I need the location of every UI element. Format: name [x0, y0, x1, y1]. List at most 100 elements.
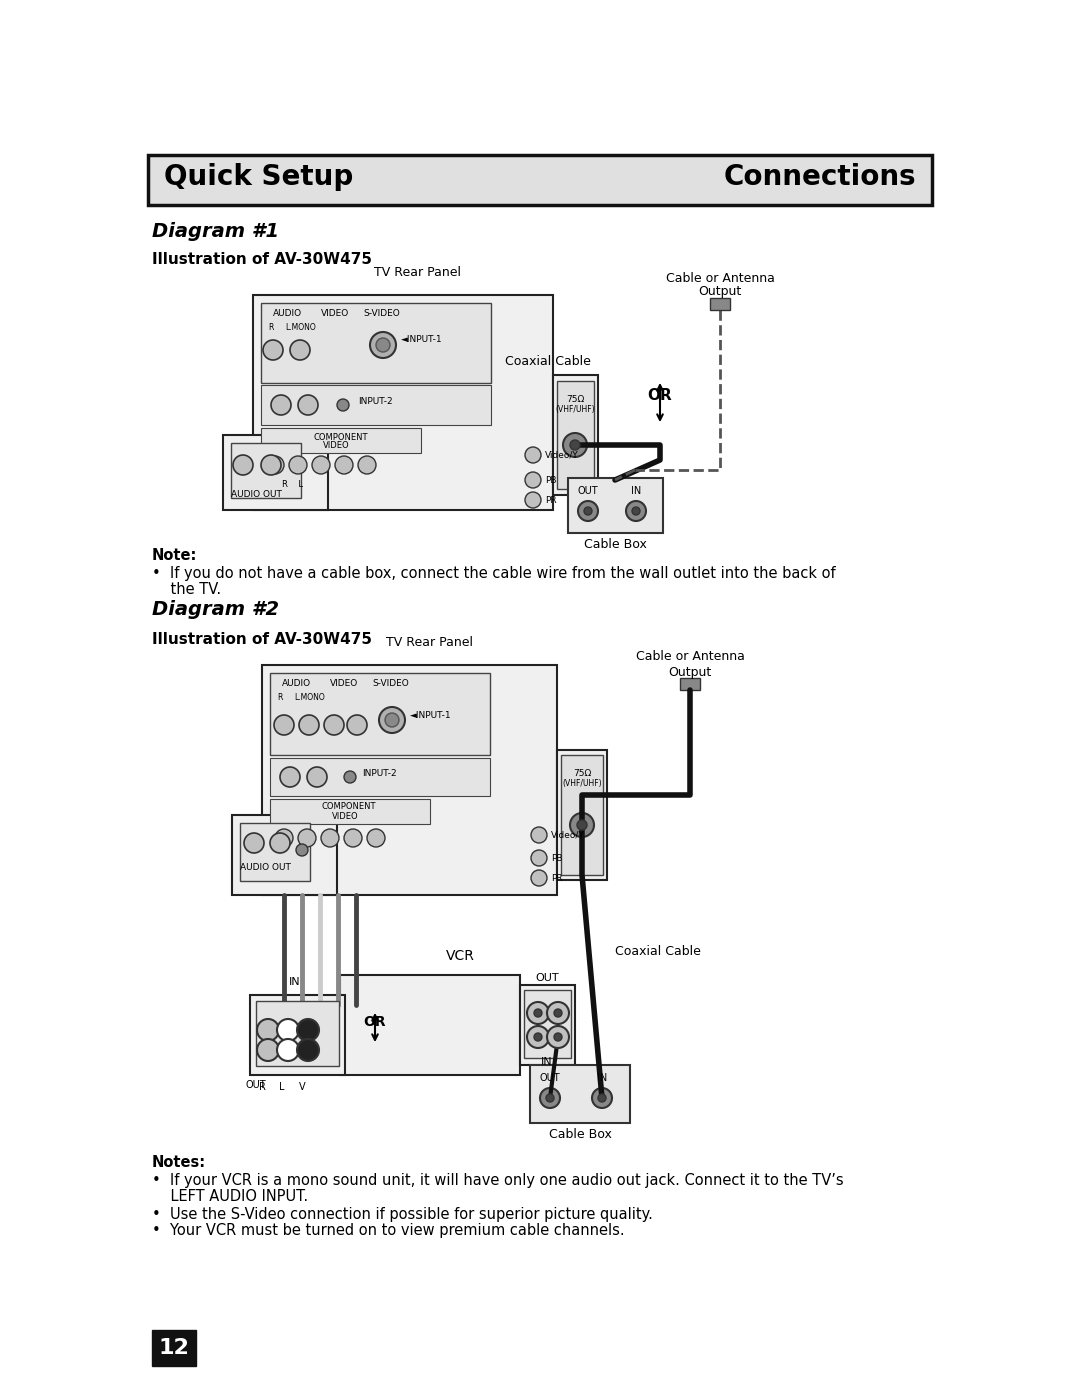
- Circle shape: [527, 1025, 549, 1048]
- Circle shape: [540, 1088, 561, 1108]
- Circle shape: [534, 1009, 542, 1017]
- Text: TV Rear Panel: TV Rear Panel: [386, 636, 473, 650]
- Circle shape: [296, 844, 308, 856]
- Circle shape: [626, 502, 646, 521]
- Text: INPUT-2: INPUT-2: [362, 768, 396, 778]
- Circle shape: [525, 472, 541, 488]
- Circle shape: [257, 1039, 279, 1060]
- Bar: [519, 985, 575, 1065]
- Circle shape: [233, 455, 253, 475]
- Text: INPUT-2: INPUT-2: [357, 397, 393, 405]
- Text: Diagram #1: Diagram #1: [152, 222, 279, 242]
- Bar: [557, 750, 607, 880]
- Circle shape: [321, 828, 339, 847]
- Text: PR: PR: [545, 496, 556, 504]
- Text: Video/Y: Video/Y: [545, 451, 579, 460]
- Text: OUT: OUT: [578, 486, 598, 496]
- Circle shape: [525, 447, 541, 462]
- Text: PB: PB: [551, 854, 563, 863]
- Text: OR: OR: [364, 1016, 387, 1030]
- Circle shape: [563, 433, 588, 457]
- Text: COMPONENT: COMPONENT: [313, 433, 367, 441]
- Text: S-VIDEO: S-VIDEO: [372, 679, 408, 687]
- Text: S-VIDEO: S-VIDEO: [363, 309, 400, 319]
- Text: AUDIO OUT: AUDIO OUT: [231, 490, 282, 499]
- Circle shape: [546, 1002, 569, 1024]
- Text: L.MONO: L.MONO: [294, 693, 325, 703]
- Circle shape: [376, 338, 390, 352]
- Circle shape: [531, 827, 546, 842]
- Text: R: R: [276, 693, 282, 703]
- Circle shape: [345, 828, 362, 847]
- Circle shape: [554, 1032, 562, 1041]
- Text: R: R: [258, 1083, 266, 1092]
- Bar: [261, 386, 491, 425]
- Circle shape: [297, 1018, 319, 1041]
- Text: IN: IN: [289, 977, 301, 988]
- Circle shape: [577, 820, 588, 830]
- Text: ◄INPUT-1: ◄INPUT-1: [401, 335, 443, 345]
- Bar: [340, 975, 519, 1076]
- Text: PB: PB: [545, 476, 556, 485]
- Bar: [152, 1330, 195, 1366]
- Circle shape: [584, 507, 592, 515]
- Bar: [524, 990, 571, 1058]
- Text: OUT: OUT: [245, 1080, 266, 1090]
- Text: •  Use the S-Video connection if possible for superior picture quality.: • Use the S-Video connection if possible…: [152, 1207, 653, 1222]
- Circle shape: [324, 715, 345, 735]
- Bar: [261, 427, 421, 453]
- Bar: [270, 759, 490, 796]
- Circle shape: [592, 1088, 612, 1108]
- Circle shape: [298, 395, 318, 415]
- Text: Notes:: Notes:: [152, 1155, 206, 1171]
- Circle shape: [554, 1009, 562, 1017]
- Text: Diagram #2: Diagram #2: [152, 599, 279, 619]
- Text: Quick Setup: Quick Setup: [164, 163, 353, 191]
- Circle shape: [257, 1018, 279, 1041]
- Circle shape: [546, 1025, 569, 1048]
- Text: •  If your VCR is a mono sound unit, it will have only one audio out jack. Conne: • If your VCR is a mono sound unit, it w…: [152, 1173, 843, 1187]
- Bar: [270, 799, 430, 824]
- Circle shape: [274, 715, 294, 735]
- Text: VIDEO: VIDEO: [323, 441, 350, 450]
- Bar: [530, 1065, 630, 1123]
- Circle shape: [289, 455, 307, 474]
- Text: •  If you do not have a cable box, connect the cable wire from the wall outlet i: • If you do not have a cable box, connec…: [152, 566, 836, 581]
- Text: 75Ω: 75Ω: [566, 395, 584, 404]
- Text: 75Ω: 75Ω: [572, 768, 591, 778]
- Text: VIDEO: VIDEO: [321, 309, 349, 319]
- Bar: [232, 814, 337, 895]
- Text: AUDIO: AUDIO: [282, 679, 311, 687]
- Circle shape: [578, 502, 598, 521]
- Text: the TV.: the TV.: [152, 583, 221, 597]
- Circle shape: [531, 870, 546, 886]
- Text: AUDIO: AUDIO: [273, 309, 302, 319]
- Text: OUT: OUT: [540, 1073, 561, 1083]
- Circle shape: [337, 400, 349, 411]
- Text: Output: Output: [669, 666, 712, 679]
- Text: Cable or Antenna: Cable or Antenna: [635, 650, 744, 664]
- Circle shape: [261, 455, 281, 475]
- Text: AUDIO OUT: AUDIO OUT: [240, 863, 291, 872]
- Text: Illustration of AV-30W475: Illustration of AV-30W475: [152, 251, 372, 267]
- Circle shape: [299, 715, 319, 735]
- Text: OUT: OUT: [536, 972, 558, 983]
- Circle shape: [534, 1032, 542, 1041]
- Circle shape: [345, 771, 356, 782]
- Circle shape: [280, 767, 300, 787]
- Text: Output: Output: [699, 285, 742, 298]
- Bar: [557, 381, 594, 489]
- Circle shape: [291, 339, 310, 360]
- Text: Illustration of AV-30W475: Illustration of AV-30W475: [152, 631, 372, 647]
- Text: (VHF/UHF): (VHF/UHF): [563, 780, 602, 788]
- Circle shape: [531, 849, 546, 866]
- Circle shape: [244, 833, 264, 854]
- Text: Connections: Connections: [724, 163, 916, 191]
- Text: VIDEO: VIDEO: [330, 679, 359, 687]
- Circle shape: [570, 813, 594, 837]
- Text: V: V: [299, 1083, 306, 1092]
- Circle shape: [370, 332, 396, 358]
- Text: OR: OR: [648, 388, 673, 402]
- Circle shape: [264, 339, 283, 360]
- Text: Video/Y: Video/Y: [551, 831, 584, 840]
